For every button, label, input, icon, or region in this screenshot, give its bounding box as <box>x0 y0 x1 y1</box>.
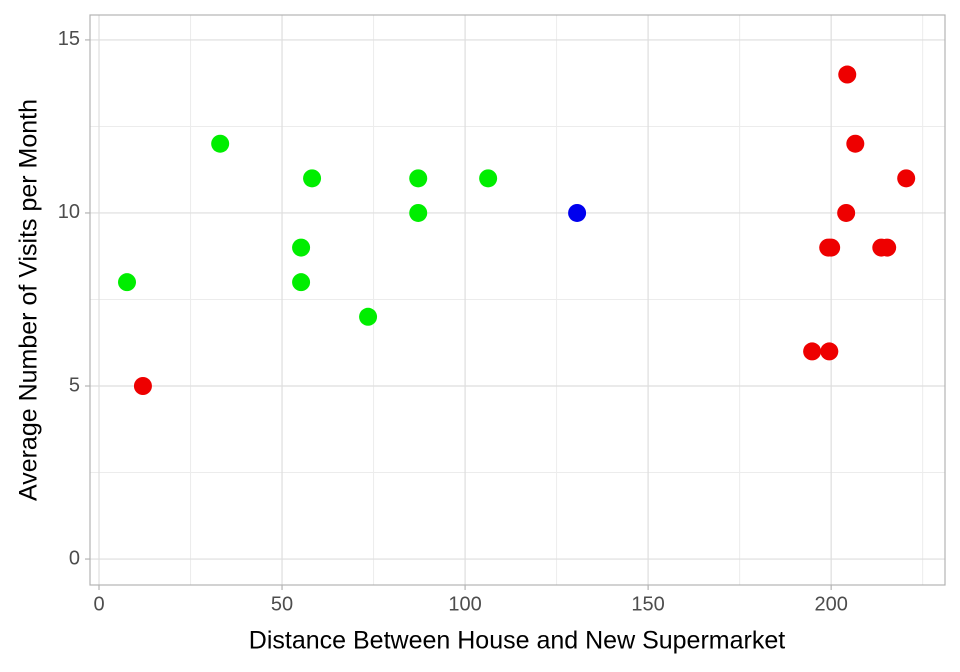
x-tick-label: 150 <box>631 593 664 615</box>
point <box>211 134 230 153</box>
point <box>878 238 897 257</box>
point <box>803 342 822 361</box>
point <box>479 169 498 188</box>
point <box>303 169 322 188</box>
point <box>568 203 587 222</box>
point <box>292 273 311 292</box>
point <box>897 169 916 188</box>
point <box>409 203 428 222</box>
point <box>409 169 428 188</box>
point <box>838 65 857 84</box>
point <box>820 342 839 361</box>
x-tick-label: 0 <box>93 593 104 615</box>
point <box>118 273 137 292</box>
x-tick-label: 100 <box>448 593 481 615</box>
point <box>133 377 152 396</box>
y-tick-label: 10 <box>58 201 80 223</box>
y-tick-label: 5 <box>69 374 80 396</box>
y-tick-label: 15 <box>58 28 80 50</box>
panel-border <box>89 14 946 586</box>
x-tick-label: 200 <box>814 593 847 615</box>
x-axis-label: Distance Between House and New Supermark… <box>249 627 785 655</box>
y-tick-label: 0 <box>69 547 80 569</box>
point <box>846 134 865 153</box>
point <box>822 238 841 257</box>
point <box>359 307 378 326</box>
point <box>837 203 856 222</box>
x-tick-label: 50 <box>271 593 293 615</box>
point <box>292 238 311 257</box>
y-axis-label: Average Number of Visits per Month <box>15 99 43 501</box>
